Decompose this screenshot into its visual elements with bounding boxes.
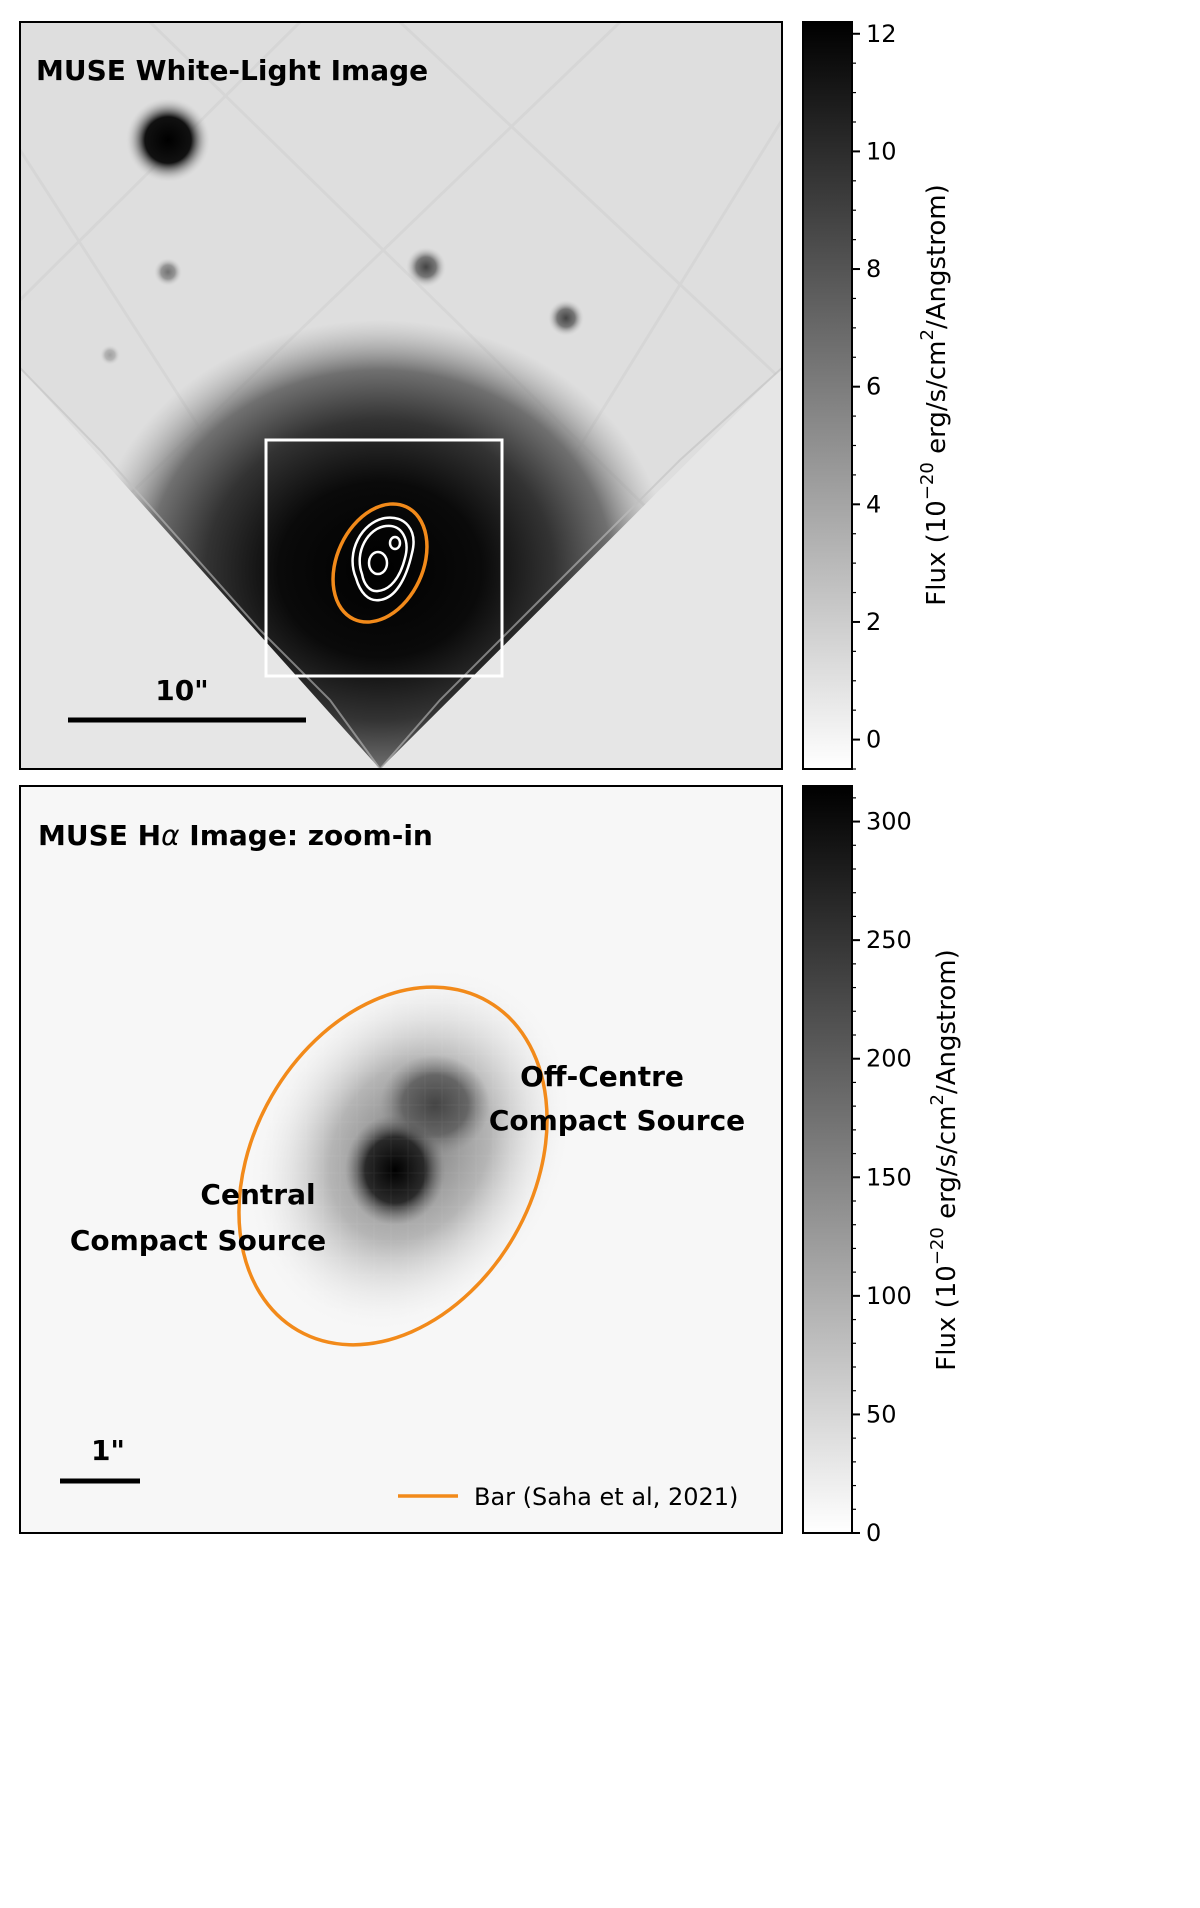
colorbar-bottom: 0 50 100 150 200 250 300 Flux (10−20 erg/s/cm2…	[802, 785, 962, 1547]
contours	[351, 516, 415, 602]
panel-frame	[19, 785, 783, 1534]
zoom-box	[264, 438, 504, 678]
colorbar-tick-label: 6	[866, 373, 881, 401]
scalebar-label: 1"	[91, 1434, 125, 1467]
colorbar-tick-label: 4	[866, 490, 881, 518]
colorbar-ticks: 0 2 4 6 8 10 12	[852, 20, 897, 770]
colorbar-label: Flux (10−20 erg/s/cm2/Angstrom)	[917, 184, 952, 605]
white-light-image	[20, 22, 782, 769]
label-central-line1: Central	[200, 1178, 315, 1211]
bar-ellipse	[237, 985, 549, 1347]
legend: Bar (Saha et al, 2021)	[398, 1483, 738, 1511]
bar-ellipse	[331, 502, 429, 624]
colorbar-label: Flux (10−20 erg/s/cm2/Angstrom)	[927, 949, 962, 1370]
colorbar-top: 0 2 4 6 8 10 12 Flux (10−20 erg/s/cm2/Angstrom…	[802, 20, 952, 770]
panel-title: MUSE Hα Image: zoom-in	[38, 819, 433, 852]
colorbar-tick-label: 2	[866, 608, 881, 636]
colorbar-tick-label: 50	[866, 1400, 897, 1428]
colorbar-tick-label: 250	[866, 926, 912, 954]
colorbar-tick-label: 0	[866, 1519, 881, 1547]
colorbar-tick-label: 12	[866, 20, 897, 48]
colorbar-tick-label: 150	[866, 1163, 912, 1191]
colorbar-tick-label: 0	[866, 726, 881, 754]
colorbar-tick-label: 200	[866, 1045, 912, 1073]
colorbar-tick-label: 8	[866, 255, 881, 283]
halpha-image	[20, 786, 782, 1533]
white-light-image-panel: MUSE White-Light Image 10" 0 2 4 6 8 10 12 Flu…	[19, 20, 952, 770]
label-offcentre-line2: Compact Source	[489, 1104, 745, 1137]
halpha-image-panel: MUSE Hα Image: zoom-in Central Compact S…	[19, 785, 962, 1547]
colorbar-tick-label: 10	[866, 137, 897, 165]
label-offcentre-line1: Off-Centre	[520, 1060, 684, 1093]
scalebar-label: 10"	[155, 674, 209, 707]
colorbar-ticks: 0 50 100 150 200 250 300	[852, 797, 912, 1547]
label-central-line2: Compact Source	[70, 1224, 326, 1257]
colorbar-tick-label: 300	[866, 808, 912, 836]
colorbar-tick-label: 100	[866, 1282, 912, 1310]
panel-frame	[19, 21, 783, 770]
panel-title: MUSE White-Light Image	[36, 54, 428, 87]
legend-label: Bar (Saha et al, 2021)	[474, 1483, 738, 1511]
